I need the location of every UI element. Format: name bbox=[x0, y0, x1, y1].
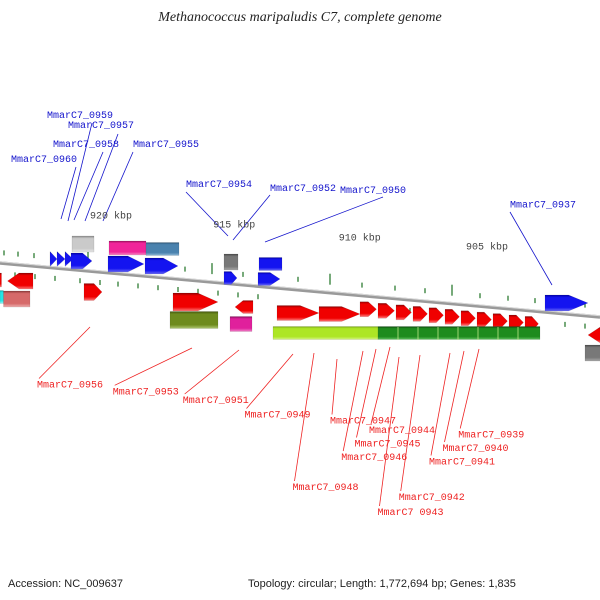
svg-text:MmarC7_0959: MmarC7_0959 bbox=[47, 111, 113, 122]
svg-text:MmarC7_0939: MmarC7_0939 bbox=[458, 431, 524, 442]
svg-text:915 kbp: 915 kbp bbox=[213, 219, 255, 231]
svg-text:MmarC7_0956: MmarC7_0956 bbox=[37, 381, 103, 392]
svg-text:MmarC7_0953: MmarC7_0953 bbox=[113, 387, 179, 398]
svg-text:MmarC7 0943: MmarC7 0943 bbox=[378, 508, 444, 519]
svg-text:910 kbp: 910 kbp bbox=[339, 232, 381, 244]
svg-text:MmarC7_0955: MmarC7_0955 bbox=[133, 140, 199, 151]
svg-text:MmarC7_0942: MmarC7_0942 bbox=[399, 493, 465, 504]
svg-text:MmarC7_0941: MmarC7_0941 bbox=[429, 458, 495, 469]
svg-text:905 kbp: 905 kbp bbox=[466, 242, 508, 254]
svg-text:MmarC7_0952: MmarC7_0952 bbox=[270, 184, 336, 195]
svg-text:MmarC7_0960: MmarC7_0960 bbox=[11, 155, 77, 166]
svg-text:MmarC7_0937: MmarC7_0937 bbox=[510, 201, 576, 212]
svg-text:MmarC7_0946: MmarC7_0946 bbox=[341, 453, 407, 464]
svg-text:MmarC7_0949: MmarC7_0949 bbox=[245, 411, 311, 422]
svg-text:920 kbp: 920 kbp bbox=[90, 211, 132, 223]
svg-text:MmarC7_0950: MmarC7_0950 bbox=[340, 186, 406, 197]
svg-text:MmarC7_0957: MmarC7_0957 bbox=[68, 121, 134, 132]
svg-text:MmarC7_0958: MmarC7_0958 bbox=[53, 140, 119, 151]
svg-text:MmarC7_0951: MmarC7_0951 bbox=[183, 396, 249, 407]
svg-text:MmarC7_0940: MmarC7_0940 bbox=[443, 444, 509, 455]
svg-text:MmarC7_0944: MmarC7_0944 bbox=[369, 426, 435, 437]
svg-text:MmarC7_0954: MmarC7_0954 bbox=[186, 180, 252, 191]
svg-text:MmarC7_0948: MmarC7_0948 bbox=[293, 483, 359, 494]
